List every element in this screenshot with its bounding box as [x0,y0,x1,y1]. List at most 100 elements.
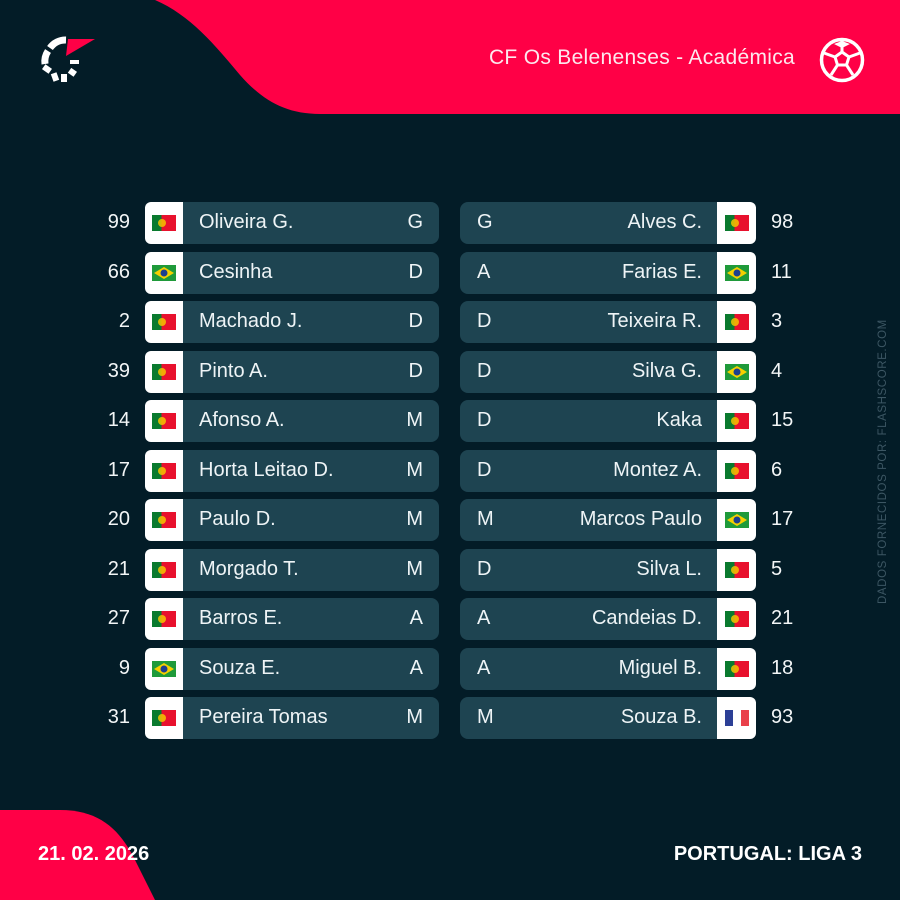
player-name: Candeias D. [591,607,702,629]
player-name: Silva G. [631,359,702,382]
flag-box [145,449,183,492]
away-player-row[interactable]: A Miguel B. 18 [460,647,805,690]
away-player-row[interactable]: M Marcos Paulo 17 [460,499,805,541]
away-player-row[interactable]: A Candeias D. 21 [460,598,805,640]
flag-box [717,598,756,640]
player-name: Teixeira R. [607,310,702,332]
player-name: Oliveira G. [199,211,294,233]
home-player-row[interactable]: 20 Paulo D. M [95,499,440,541]
away-player-row[interactable]: D Teixeira R. 3 [460,301,805,343]
flag-box [717,301,756,343]
player-name: Paulo D. [199,508,276,530]
home-player-row[interactable]: 66 Cesinha D [95,251,440,294]
player-position: A [477,260,491,283]
home-player-row[interactable]: 17 Horta Leitao D. M [95,449,440,492]
player-number: 21 [107,557,130,580]
player-bar: A Farias E. [460,251,717,294]
away-player-row[interactable]: M Souza B. 93 [460,697,805,739]
away-player-row[interactable]: D Silva L. 5 [460,548,805,591]
player-position: M [477,706,494,728]
home-player-row[interactable]: 21 Morgado T. M [95,548,440,591]
player-position: A [477,656,491,679]
flag-box [145,202,183,244]
player-bar: A Candeias D. [460,598,717,640]
home-player-row[interactable]: 39 Pinto A. D [95,350,440,393]
player-number: 20 [107,508,130,530]
player-name: Miguel B. [618,656,702,679]
player-number: 2 [118,310,130,332]
flag-brazil-icon [724,512,749,528]
player-name: Barros E. [199,607,283,629]
player-bar: Pinto A. D [183,350,439,393]
away-player-row[interactable]: D Kaka 15 [460,400,805,442]
flag-portugal-icon [724,413,749,429]
flag-portugal-icon [724,215,749,231]
flag-box [717,449,756,492]
player-name: Cesinha [199,260,273,283]
flag-box [145,598,183,640]
flag-portugal-icon [152,314,176,330]
player-name: Machado J. [199,310,303,332]
home-player-row[interactable]: 99 Oliveira G. G [95,202,440,244]
player-position: D [477,409,492,431]
flag-brazil-icon [152,660,176,677]
player-bar: Souza E. A [183,647,439,690]
flag-brazil-icon [152,264,176,281]
player-number: 98 [771,211,794,233]
player-name: Montez A. [613,458,702,481]
flag-box [717,350,756,393]
home-player-row[interactable]: 27 Barros E. A [95,598,440,640]
flag-france-icon [724,710,749,726]
flag-portugal-icon [152,462,176,479]
away-player-row[interactable]: D Montez A. 6 [460,449,805,492]
flag-portugal-icon [152,561,176,578]
player-bar: Paulo D. M [183,499,439,541]
flag-box [717,697,756,739]
away-player-row[interactable]: G Alves C. 98 [460,202,805,244]
player-number: 93 [771,706,794,728]
flag-portugal-icon [724,611,749,627]
player-position: M [406,409,423,431]
player-number: 15 [771,409,794,431]
player-name: Pereira Tomas [199,706,328,728]
player-position: A [477,607,491,629]
player-number: 5 [771,557,783,580]
player-number: 27 [107,607,130,629]
player-bar: Morgado T. M [183,548,439,591]
player-position: M [406,557,423,580]
flag-portugal-icon [724,561,749,578]
flag-box [145,647,183,690]
player-number: 17 [771,508,794,530]
player-position: D [477,557,492,580]
player-position: M [406,458,423,481]
player-name: Horta Leitao D. [199,458,334,481]
player-name: Alves C. [627,211,702,233]
flag-portugal-icon [724,660,749,677]
flag-box [145,697,183,739]
home-player-row[interactable]: 31 Pereira Tomas M [95,697,440,739]
home-player-row[interactable]: 9 Souza E. A [95,647,440,690]
away-player-row[interactable]: D Silva G. 4 [460,350,805,393]
flag-portugal-icon [152,512,176,528]
flag-box [717,647,756,690]
player-bar: G Alves C. [460,202,717,244]
home-player-row[interactable]: 14 Afonso A. M [95,400,440,442]
player-bar: M Marcos Paulo [460,499,717,541]
player-name: Silva L. [636,557,702,580]
player-position: D [408,310,423,332]
flag-box [145,251,183,294]
player-name: Farias E. [621,260,702,283]
player-position: M [406,706,423,728]
player-bar: Machado J. D [183,301,439,343]
away-player-row[interactable]: A Farias E. 11 [460,251,805,294]
player-bar: M Souza B. [460,697,717,739]
flag-portugal-icon [724,314,749,330]
player-bar: Cesinha D [183,251,439,294]
flag-box [145,350,183,393]
player-bar: A Miguel B. [460,647,717,690]
player-name: Morgado T. [199,557,299,580]
home-player-row[interactable]: 2 Machado J. D [95,301,440,343]
player-name: Afonso A. [199,409,285,431]
football-icon [819,37,865,83]
flag-brazil-icon [724,264,749,281]
